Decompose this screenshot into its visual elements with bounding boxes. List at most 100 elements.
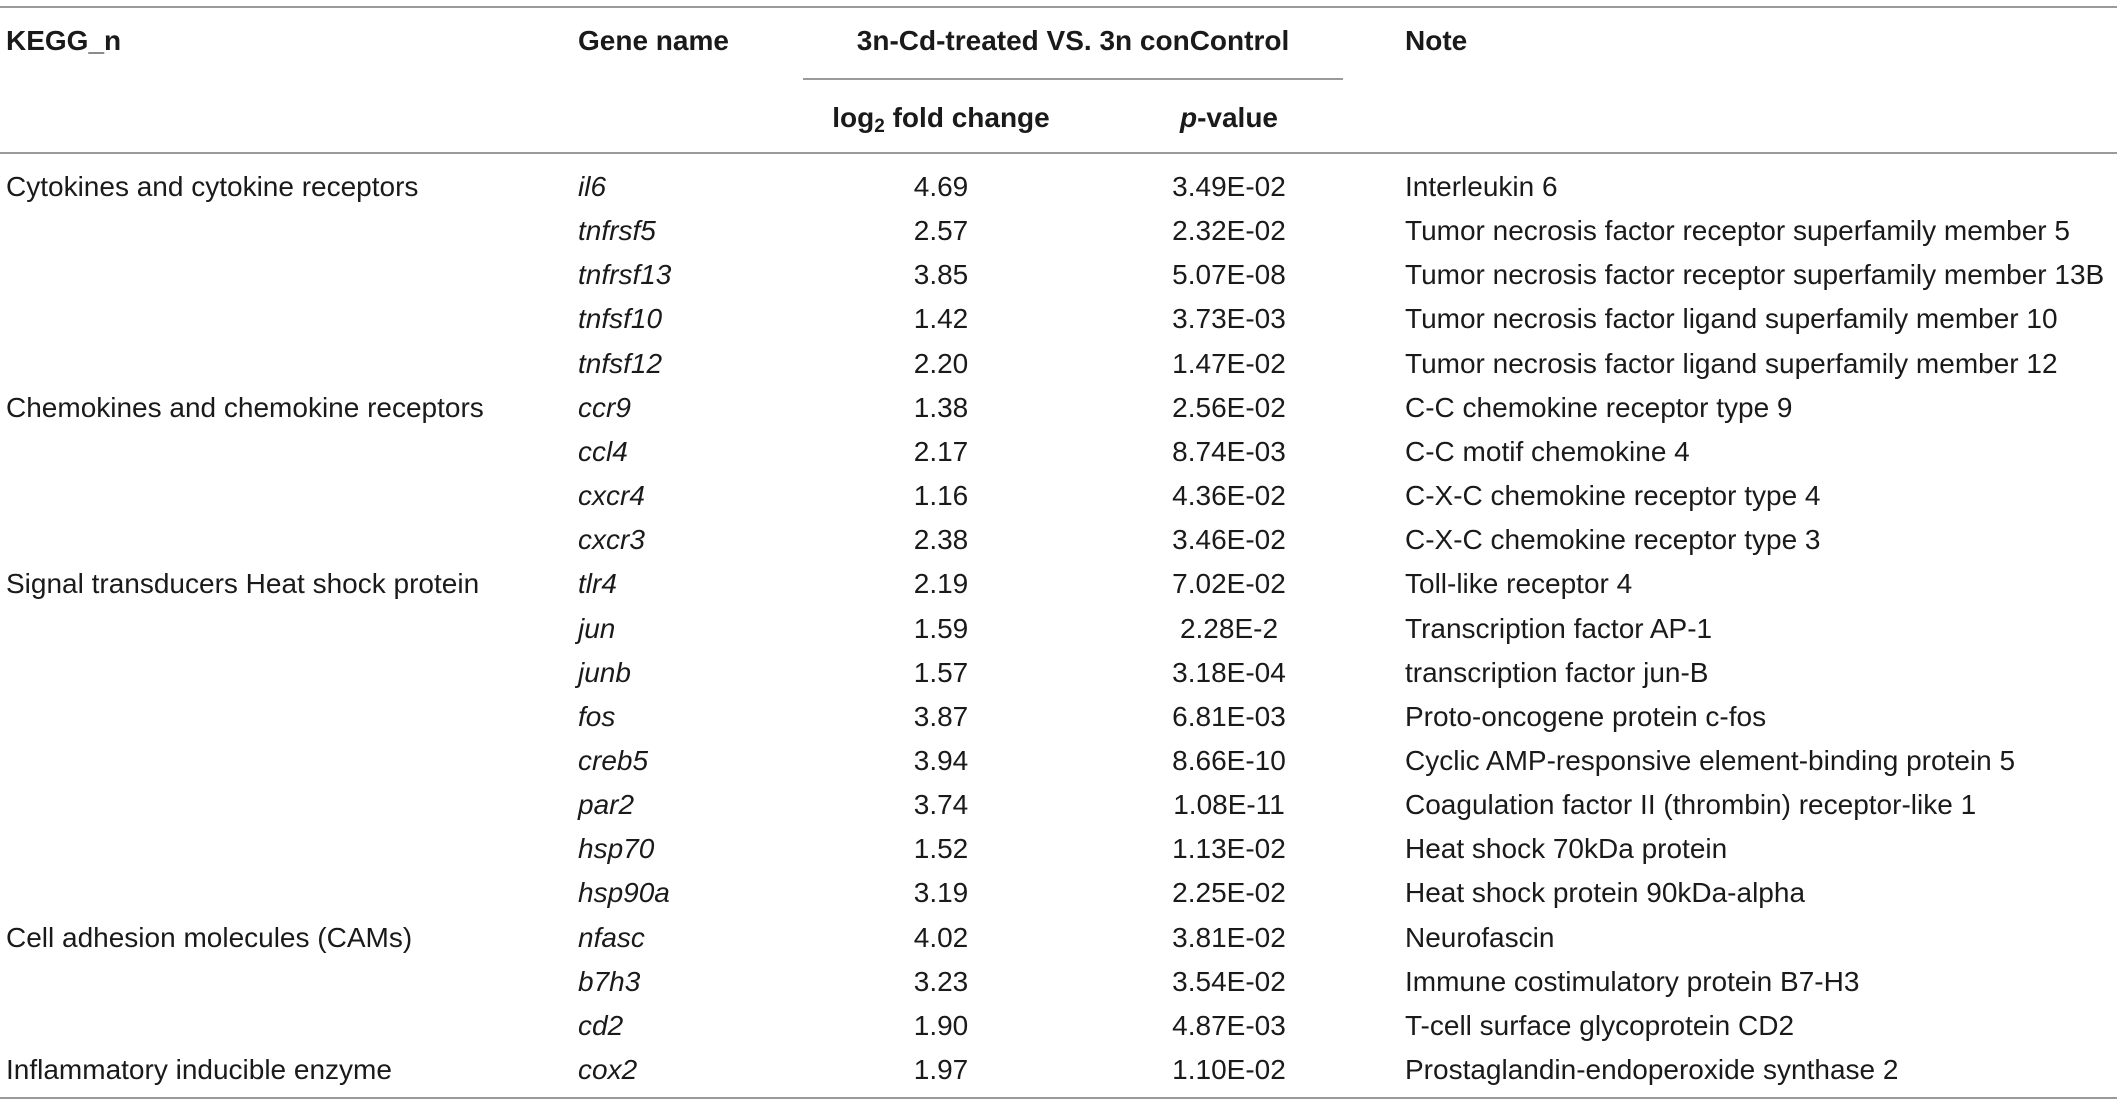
gene-name-cell: tnfrsf13	[578, 259, 672, 290]
note-cell: Immune costimulatory protein B7-H3	[1405, 966, 1860, 997]
p-value-cell: 2.32E-02	[1172, 215, 1286, 246]
p-value-cell: 3.46E-02	[1172, 524, 1286, 555]
note-cell: Heat shock protein 90kDa-alpha	[1405, 877, 1806, 908]
log2-fold-change-cell: 3.94	[913, 745, 969, 776]
p-value-cell: 4.87E-03	[1172, 1010, 1286, 1041]
header-comparison: 3n-Cd-treated VS. 3n conControl	[856, 25, 1290, 56]
log2-fold-change-cell: 2.38	[913, 524, 969, 555]
note-cell: Transcription factor AP-1	[1405, 613, 1713, 644]
log2-fold-change-cell: 2.19	[913, 568, 969, 599]
log2-fold-change-cell: 3.19	[913, 877, 969, 908]
log2-fold-change-cell: 1.52	[913, 833, 969, 864]
note-cell: Tumor necrosis factor receptor superfami…	[1405, 215, 2070, 246]
kegg-category-cell: Inflammatory inducible enzyme	[6, 1054, 392, 1085]
note-cell: C-X-C chemokine receptor type 3	[1405, 524, 1821, 555]
note-cell: C-C motif chemokine 4	[1405, 436, 1690, 467]
note-cell: T-cell surface glycoprotein CD2	[1405, 1010, 1795, 1041]
gene-name-cell: cox2	[578, 1054, 638, 1085]
log2-fold-change-cell: 2.17	[913, 436, 969, 467]
log2-fold-change-cell: 1.38	[913, 392, 969, 423]
log2-fold-change-cell: 1.90	[913, 1010, 969, 1041]
p-italic: p	[1179, 102, 1198, 133]
p-value-cell: 4.36E-02	[1172, 480, 1286, 511]
comparison-underline	[803, 78, 1343, 80]
note-cell: Coagulation factor II (thrombin) recepto…	[1405, 789, 1977, 820]
note-cell: Tumor necrosis factor ligand superfamily…	[1405, 303, 2058, 334]
header-log2-fold-change: log2 fold change	[803, 101, 1079, 144]
table-bottom-rule	[0, 1097, 2117, 1099]
log2-fold-change-cell: 1.57	[913, 657, 969, 688]
header-note: Note	[1405, 25, 1468, 56]
p-value-cell: 1.47E-02	[1172, 348, 1286, 379]
header-gene-name: Gene name	[578, 25, 729, 56]
gene-name-cell: tlr4	[578, 568, 617, 599]
note-cell: Interleukin 6	[1405, 171, 1558, 202]
gene-name-cell: cd2	[578, 1010, 624, 1041]
gene-name-cell: junb	[578, 657, 631, 688]
log2-fold-change-cell: 1.59	[913, 613, 969, 644]
note-cell: transcription factor jun-B	[1405, 657, 1709, 688]
p-suffix: -value	[1197, 102, 1279, 133]
log2-fold-change-cell: 4.69	[913, 171, 969, 202]
p-value-cell: 2.25E-02	[1172, 877, 1286, 908]
note-cell: Prostaglandin-endoperoxide synthase 2	[1405, 1054, 1899, 1085]
note-cell: C-X-C chemokine receptor type 4	[1405, 480, 1821, 511]
p-value-cell: 8.66E-10	[1172, 745, 1286, 776]
note-cell: Heat shock 70kDa protein	[1405, 833, 1728, 864]
kegg-category-cell: Cell adhesion molecules (CAMs)	[6, 922, 413, 953]
log-subscript: 2	[874, 116, 885, 137]
gene-name-cell: il6	[578, 171, 607, 202]
gene-name-cell: tnfsf12	[578, 348, 663, 379]
note-cell: Proto-oncogene protein c-fos	[1405, 701, 1767, 732]
gene-name-cell: hsp70	[578, 833, 655, 864]
table-top-rule	[0, 6, 2117, 8]
gene-name-cell: b7h3	[578, 966, 641, 997]
header-p-value: p-value	[1115, 101, 1343, 135]
p-value-cell: 1.10E-02	[1172, 1054, 1286, 1085]
kegg-category-cell: Signal transducers Heat shock protein	[6, 568, 480, 599]
log-prefix: log	[832, 102, 875, 133]
note-cell: Tumor necrosis factor receptor superfami…	[1405, 259, 2105, 290]
note-cell: Toll-like receptor 4	[1405, 568, 1633, 599]
p-value-cell: 1.08E-11	[1173, 789, 1285, 820]
log2-fold-change-cell: 1.97	[913, 1054, 969, 1085]
p-value-cell: 3.73E-03	[1172, 303, 1286, 334]
p-value-cell: 6.81E-03	[1172, 701, 1286, 732]
log2-fold-change-cell: 3.74	[913, 789, 969, 820]
header-kegg: KEGG_n	[6, 25, 122, 56]
p-value-cell: 1.13E-02	[1172, 833, 1286, 864]
log2-fold-change-cell: 1.16	[913, 480, 969, 511]
log2-fold-change-cell: 3.23	[913, 966, 969, 997]
gene-name-cell: creb5	[578, 745, 649, 776]
gene-name-cell: nfasc	[578, 922, 645, 953]
kegg-category-cell: Cytokines and cytokine receptors	[6, 171, 419, 202]
p-value-cell: 3.54E-02	[1172, 966, 1286, 997]
log2-fold-change-cell: 1.42	[913, 303, 969, 334]
gene-name-cell: hsp90a	[578, 877, 670, 908]
note-cell: Tumor necrosis factor ligand superfamily…	[1405, 348, 2058, 379]
p-value-cell: 2.56E-02	[1172, 392, 1286, 423]
gene-name-cell: ccl4	[578, 436, 628, 467]
gene-name-cell: cxcr4	[578, 480, 645, 511]
log2-fold-change-cell: 2.20	[913, 348, 969, 379]
gene-name-cell: par2	[578, 789, 635, 820]
log2-fold-change-cell: 3.87	[913, 701, 969, 732]
gene-name-cell: cxcr3	[578, 524, 645, 555]
gene-name-cell: ccr9	[578, 392, 631, 423]
note-cell: Neurofascin	[1405, 922, 1555, 953]
p-value-cell: 8.74E-03	[1172, 436, 1286, 467]
log-suffix: fold change	[884, 102, 1050, 133]
p-value-cell: 5.07E-08	[1172, 259, 1286, 290]
log2-fold-change-cell: 3.85	[913, 259, 969, 290]
gene-name-cell: tnfrsf5	[578, 215, 656, 246]
note-cell: Cyclic AMP-responsive element-binding pr…	[1405, 745, 2016, 776]
p-value-cell: 3.49E-02	[1172, 171, 1286, 202]
log2-fold-change-cell: 2.57	[913, 215, 969, 246]
header-bottom-rule	[0, 152, 2117, 154]
p-value-cell: 2.28E-2	[1179, 613, 1279, 644]
gene-name-cell: tnfsf10	[578, 303, 663, 334]
p-value-cell: 3.81E-02	[1172, 922, 1286, 953]
gene-name-cell: jun	[578, 613, 616, 644]
kegg-category-cell: Chemokines and chemokine receptors	[6, 392, 484, 423]
